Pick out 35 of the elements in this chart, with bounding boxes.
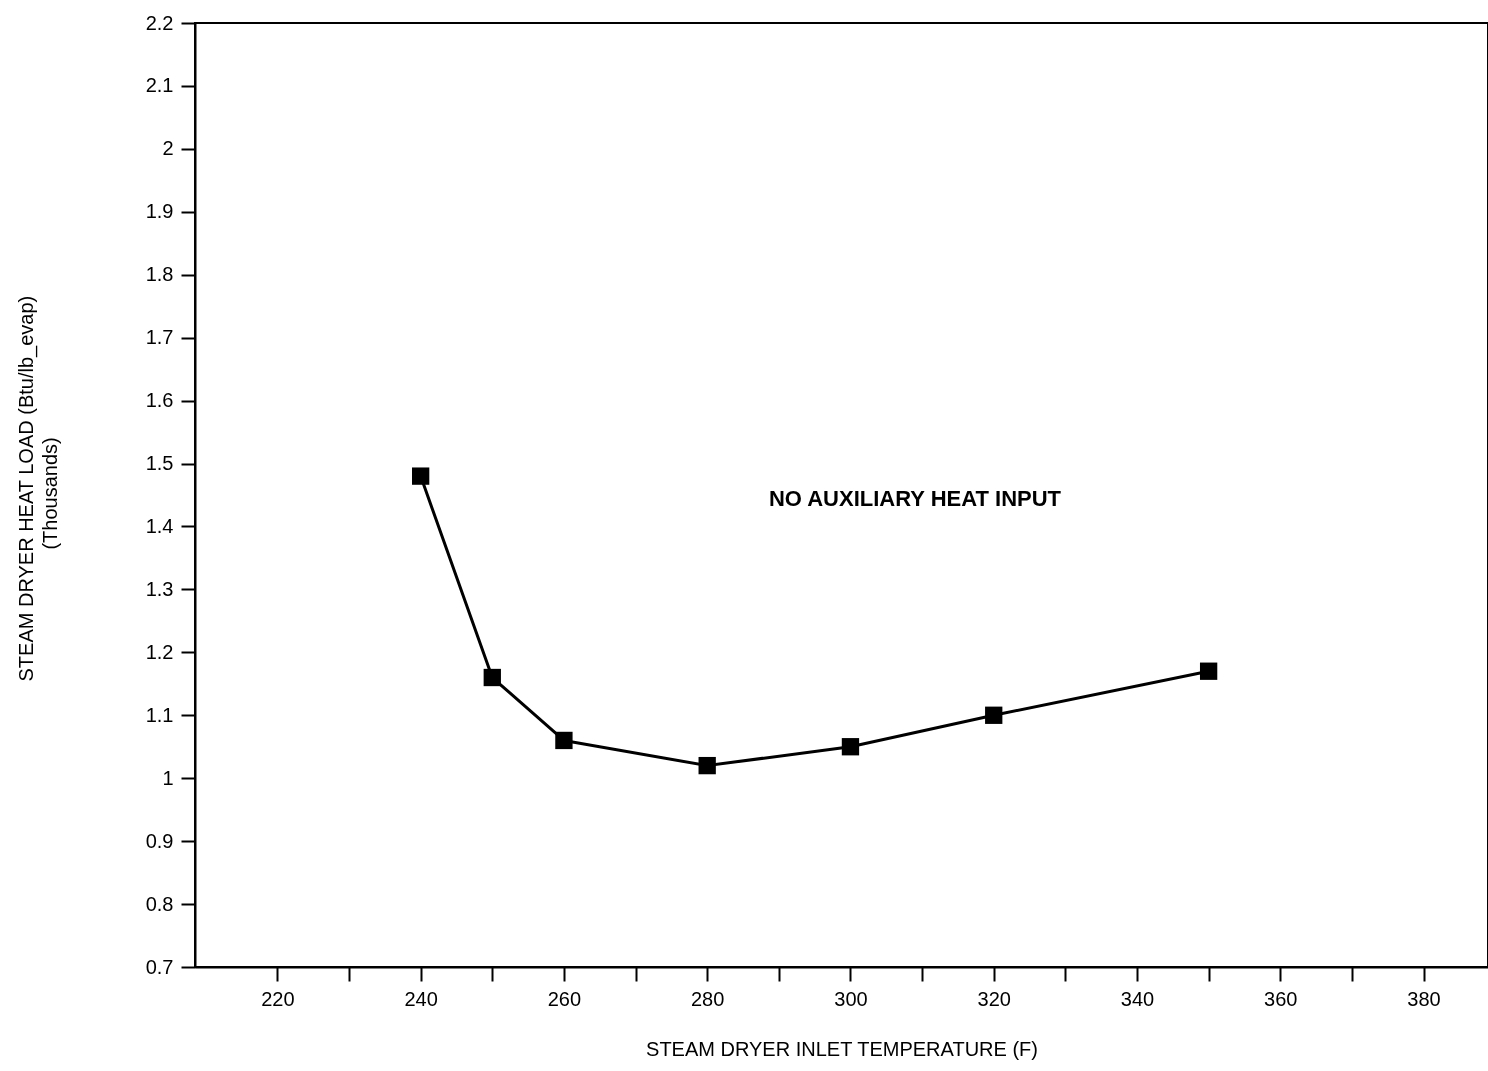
y-tick-label: 0.9 [145, 829, 174, 852]
y-tick-label: 0.8 [145, 892, 174, 915]
point [1199, 662, 1218, 680]
point [985, 706, 1003, 724]
y-tick-label: 1.7 [145, 326, 174, 349]
x-tick-label: 360 [1264, 987, 1298, 1010]
x-tick-label: 280 [691, 987, 725, 1010]
y-tick-label: 1.6 [145, 389, 174, 412]
x-tick-label: 320 [977, 987, 1011, 1010]
x-tick-label: 300 [834, 987, 868, 1010]
point [411, 467, 430, 485]
y-tick-label: 2.2 [145, 11, 174, 34]
x-tick-label: 380 [1407, 987, 1441, 1010]
x-tick-label: 240 [404, 987, 438, 1010]
point [555, 731, 573, 750]
y-tick-label: 1.4 [145, 514, 174, 537]
y-tick-label: 1.8 [145, 263, 174, 286]
y-axis-title: STEAM DRYER HEAT LOAD (Btu/lb_evap) (Thousands) [15, 295, 61, 682]
y-tick-label: 1.3 [145, 577, 174, 600]
y-tick-label: 2 [162, 137, 174, 160]
point [698, 756, 716, 775]
y-tick-label: 1.2 [145, 640, 174, 663]
x-tick-label: 340 [1120, 987, 1155, 1010]
annotation: NO AUXILIARY HEAT INPUT [768, 486, 1062, 511]
x-axis-title: STEAM DRYER INLET TEMPERATURE (F) [646, 1037, 1038, 1060]
y-tick-label: 0.7 [145, 955, 174, 978]
point [841, 738, 860, 756]
y-tick-label: 1.9 [145, 200, 174, 223]
y-tick-label: 1.1 [145, 703, 174, 726]
x-tick-label: 220 [261, 987, 295, 1010]
y-tick-label: 1 [162, 766, 174, 789]
y-tick-label: 1.5 [145, 452, 174, 475]
x-tick-label: 260 [547, 987, 582, 1010]
y-tick-label: 2.1 [145, 74, 174, 97]
point [483, 668, 501, 687]
